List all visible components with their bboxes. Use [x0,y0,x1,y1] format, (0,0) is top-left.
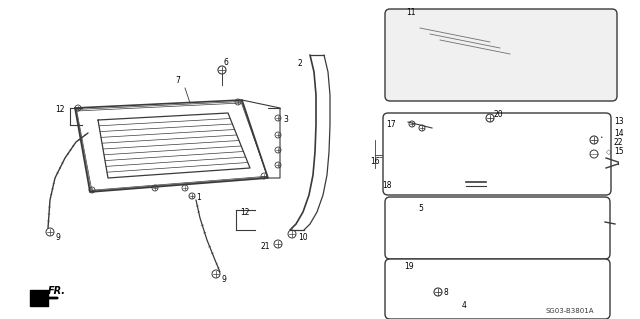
Text: 2: 2 [298,59,303,68]
Text: 15: 15 [614,146,623,155]
Text: 12: 12 [55,105,65,114]
FancyBboxPatch shape [392,266,603,312]
Text: 16: 16 [371,157,380,166]
FancyBboxPatch shape [392,203,603,253]
Text: SG03-B3801A: SG03-B3801A [546,308,595,314]
Text: 12: 12 [240,208,250,217]
Text: 8: 8 [444,288,449,297]
Text: 17: 17 [387,120,396,129]
Text: 6: 6 [224,58,229,67]
Text: 14: 14 [614,129,623,138]
FancyBboxPatch shape [385,259,610,319]
Text: 7: 7 [175,76,180,85]
Text: 21: 21 [260,242,270,251]
Text: •: • [600,136,603,140]
Text: 1: 1 [196,193,201,202]
Text: 10: 10 [298,233,308,242]
Text: 4: 4 [462,301,467,310]
FancyBboxPatch shape [383,113,611,195]
Text: 22: 22 [614,138,623,147]
Text: 18: 18 [383,181,392,190]
Text: 13: 13 [614,117,623,126]
FancyBboxPatch shape [390,119,604,189]
Text: 11: 11 [406,8,415,17]
Text: ◇: ◇ [606,149,611,155]
Text: 5: 5 [418,204,423,213]
Text: 3: 3 [283,115,288,124]
Text: 9: 9 [56,233,61,242]
Text: 9: 9 [222,275,227,284]
FancyBboxPatch shape [385,9,617,101]
Text: 20: 20 [494,110,504,119]
FancyBboxPatch shape [385,197,610,259]
Text: 19: 19 [404,262,413,271]
Text: FR.: FR. [48,286,66,296]
